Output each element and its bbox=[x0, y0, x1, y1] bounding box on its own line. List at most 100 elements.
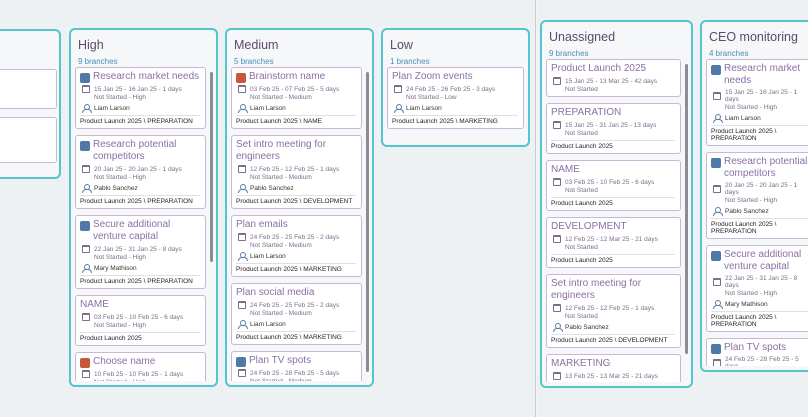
card-path: Product Launch 2025 bbox=[551, 140, 675, 150]
card-path: Product Launch 2025 \ MARKETING bbox=[236, 331, 356, 341]
assignee-name: Pablo Sanchez bbox=[725, 207, 769, 215]
column-cards: Research market needs 15 Jan 25 - 16 Jan … bbox=[75, 67, 206, 381]
branch-card[interactable]: Set intro meeting for engineers 12 Feb 25… bbox=[546, 274, 681, 348]
branch-card[interactable]: MARKETING 13 Feb 25 - 13 Mar 25 - 21 days bbox=[546, 354, 681, 382]
calendar-icon bbox=[238, 233, 246, 241]
column-title: CEO monitoring bbox=[709, 30, 798, 44]
date-range: 03 Feb 25 - 10 Feb 25 - 6 days bbox=[565, 178, 655, 186]
date-range: 20 Jan 25 - 20 Jan 25 - 1 days bbox=[94, 165, 182, 173]
branch-card[interactable]: Research market needs 15 Jan 25 - 16 Jan … bbox=[75, 67, 206, 129]
card-header: Set intro meeting for engineers bbox=[236, 139, 356, 163]
card-header: NAME bbox=[551, 164, 675, 176]
branch-card[interactable]: Product Launch 2025 15 Jan 25 - 13 Mar 25… bbox=[546, 59, 681, 97]
card-dates: 24 Feb 25 - 28 Feb 25 - 5 days bbox=[711, 356, 808, 366]
branch-card[interactable]: Plan Zoom events 24 Feb 25 - 26 Feb 25 - … bbox=[387, 67, 524, 129]
user-icon bbox=[82, 264, 92, 273]
card-assignee: Liam Larson bbox=[236, 252, 356, 261]
calendar-icon bbox=[238, 165, 246, 173]
card-header: PREPARATION bbox=[551, 107, 675, 119]
branch-card[interactable]: NAME 03 Feb 25 - 10 Feb 25 - 6 days Not St… bbox=[546, 160, 681, 211]
card-dates: 03 Feb 25 - 10 Feb 25 - 6 days bbox=[551, 178, 675, 186]
card-assignee: Liam Larson bbox=[236, 320, 356, 329]
card-partial[interactable] bbox=[0, 69, 57, 109]
column-scrollbar[interactable] bbox=[685, 64, 688, 354]
date-range: 12 Feb 25 - 12 Feb 25 - 1 days bbox=[250, 165, 340, 173]
branch-card[interactable]: Choose name 10 Feb 25 - 10 Feb 25 - 1 day… bbox=[75, 352, 206, 381]
column-count: 5 branches bbox=[234, 57, 274, 66]
card-assignee: Mary Mathison bbox=[80, 264, 200, 273]
date-range: 03 Feb 25 - 10 Feb 25 - 6 days bbox=[94, 313, 184, 321]
board-column-high: High 9 branches Research market needs 15 … bbox=[69, 28, 218, 387]
card-path: Product Launch 2025 \ PREPARATION bbox=[80, 275, 200, 285]
branch-card[interactable]: Plan social media 24 Feb 25 - 25 Feb 25 -… bbox=[231, 283, 362, 345]
branch-card[interactable]: Research potential competitors 20 Jan 25 … bbox=[706, 152, 808, 239]
color-tag-icon bbox=[80, 141, 90, 151]
card-header: Plan emails bbox=[236, 219, 356, 231]
column-scrollbar[interactable] bbox=[210, 72, 213, 262]
card-status: Not Started - Medium bbox=[250, 310, 312, 317]
card-title: Plan social media bbox=[236, 287, 315, 298]
card-header: Research market needs bbox=[80, 71, 200, 83]
column-scrollbar[interactable] bbox=[366, 72, 369, 372]
branch-card[interactable]: Plan TV spots 24 Feb 25 - 28 Feb 25 - 5 d… bbox=[706, 338, 808, 366]
card-status: Not Started - Low bbox=[406, 94, 457, 101]
user-icon bbox=[713, 300, 723, 309]
date-range: 15 Jan 25 - 16 Jan 25 - 1 days bbox=[94, 85, 182, 93]
card-assignee: Liam Larson bbox=[80, 104, 200, 113]
card-status: Not Started - High bbox=[725, 290, 778, 297]
right-board-pane: Unassigned 9 branches Product Launch 202… bbox=[537, 0, 808, 417]
column-title: High bbox=[78, 38, 104, 52]
card-header: Plan TV spots bbox=[711, 342, 808, 354]
card-status: Not Started - High bbox=[725, 197, 778, 204]
branch-card[interactable]: Plan TV spots 24 Feb 25 - 28 Feb 25 - 5 d… bbox=[231, 351, 362, 381]
card-status: Not Started - Medium bbox=[250, 174, 312, 181]
branch-card[interactable]: Secure additional venture capital 22 Jan … bbox=[706, 245, 808, 332]
card-assignee: Mary Mathison bbox=[711, 300, 808, 309]
date-range: 22 Jan 25 - 31 Jan 25 - 8 days bbox=[725, 275, 798, 289]
card-status: Not Started bbox=[565, 86, 598, 93]
branch-card[interactable]: Brainstorm name 03 Feb 25 - 07 Feb 25 - 5… bbox=[231, 67, 362, 129]
card-header: Secure additional venture capital bbox=[711, 249, 808, 273]
calendar-icon bbox=[82, 370, 90, 378]
calendar-icon bbox=[82, 245, 90, 253]
branch-card[interactable]: Plan emails 24 Feb 25 - 25 Feb 25 - 2 day… bbox=[231, 215, 362, 277]
card-dates: 15 Jan 25 - 31 Jan 25 - 13 days bbox=[551, 121, 675, 129]
assignee-name: Liam Larson bbox=[250, 104, 286, 112]
branch-card[interactable]: PREPARATION 15 Jan 25 - 31 Jan 25 - 13 da… bbox=[546, 103, 681, 154]
date-range: 24 Feb 25 - 26 Feb 25 - 3 days bbox=[406, 85, 496, 93]
card-path: Product Launch 2025 \ PREPARATION bbox=[711, 218, 808, 235]
branch-card[interactable]: NAME 03 Feb 25 - 10 Feb 25 - 6 days Not St… bbox=[75, 295, 206, 346]
card-header: Research market needs bbox=[711, 63, 808, 87]
card-dates: 24 Feb 25 - 28 Feb 25 - 5 days bbox=[236, 369, 356, 377]
date-range: 20 Jan 25 - 20 Jan 25 - 1 days bbox=[725, 182, 798, 196]
card-title: Choose name bbox=[93, 356, 156, 367]
card-status: Not Started - Medium bbox=[250, 94, 312, 101]
date-range: 24 Feb 25 - 28 Feb 25 - 5 days bbox=[250, 369, 340, 377]
branch-card[interactable]: Set intro meeting for engineers 12 Feb 25… bbox=[231, 135, 362, 209]
calendar-icon bbox=[553, 304, 561, 312]
calendar-icon bbox=[553, 235, 561, 243]
card-assignee: Liam Larson bbox=[711, 114, 808, 123]
card-path: Product Launch 2025 \ PREPARATION bbox=[80, 195, 200, 205]
card-title: PREPARATION bbox=[551, 107, 622, 118]
card-status: Not Started bbox=[565, 244, 598, 251]
card-path: Product Launch 2025 bbox=[80, 332, 200, 342]
branch-card[interactable]: Secure additional venture capital 22 Jan … bbox=[75, 215, 206, 289]
color-tag-icon bbox=[80, 73, 90, 83]
color-tag-icon bbox=[236, 73, 246, 83]
branch-card[interactable]: Research market needs 15 Jan 25 - 16 Jan … bbox=[706, 59, 808, 146]
card-header: Set intro meeting for engineers bbox=[551, 278, 675, 302]
card-title: Plan Zoom events bbox=[392, 71, 473, 82]
user-icon bbox=[238, 320, 248, 329]
calendar-icon bbox=[713, 185, 721, 193]
branch-card[interactable]: Research potential competitors 20 Jan 25 … bbox=[75, 135, 206, 209]
color-tag-icon bbox=[236, 357, 246, 367]
branch-card[interactable]: DEVELOPMENT 12 Feb 25 - 12 Mar 25 - 21 da… bbox=[546, 217, 681, 268]
card-partial[interactable] bbox=[0, 117, 57, 163]
card-header: Plan Zoom events bbox=[392, 71, 518, 83]
board-column-partial bbox=[0, 29, 61, 179]
card-title: DEVELOPMENT bbox=[551, 221, 627, 232]
assignee-name: Liam Larson bbox=[406, 104, 442, 112]
user-icon bbox=[553, 323, 563, 332]
card-dates: 03 Feb 25 - 10 Feb 25 - 6 days bbox=[80, 313, 200, 321]
